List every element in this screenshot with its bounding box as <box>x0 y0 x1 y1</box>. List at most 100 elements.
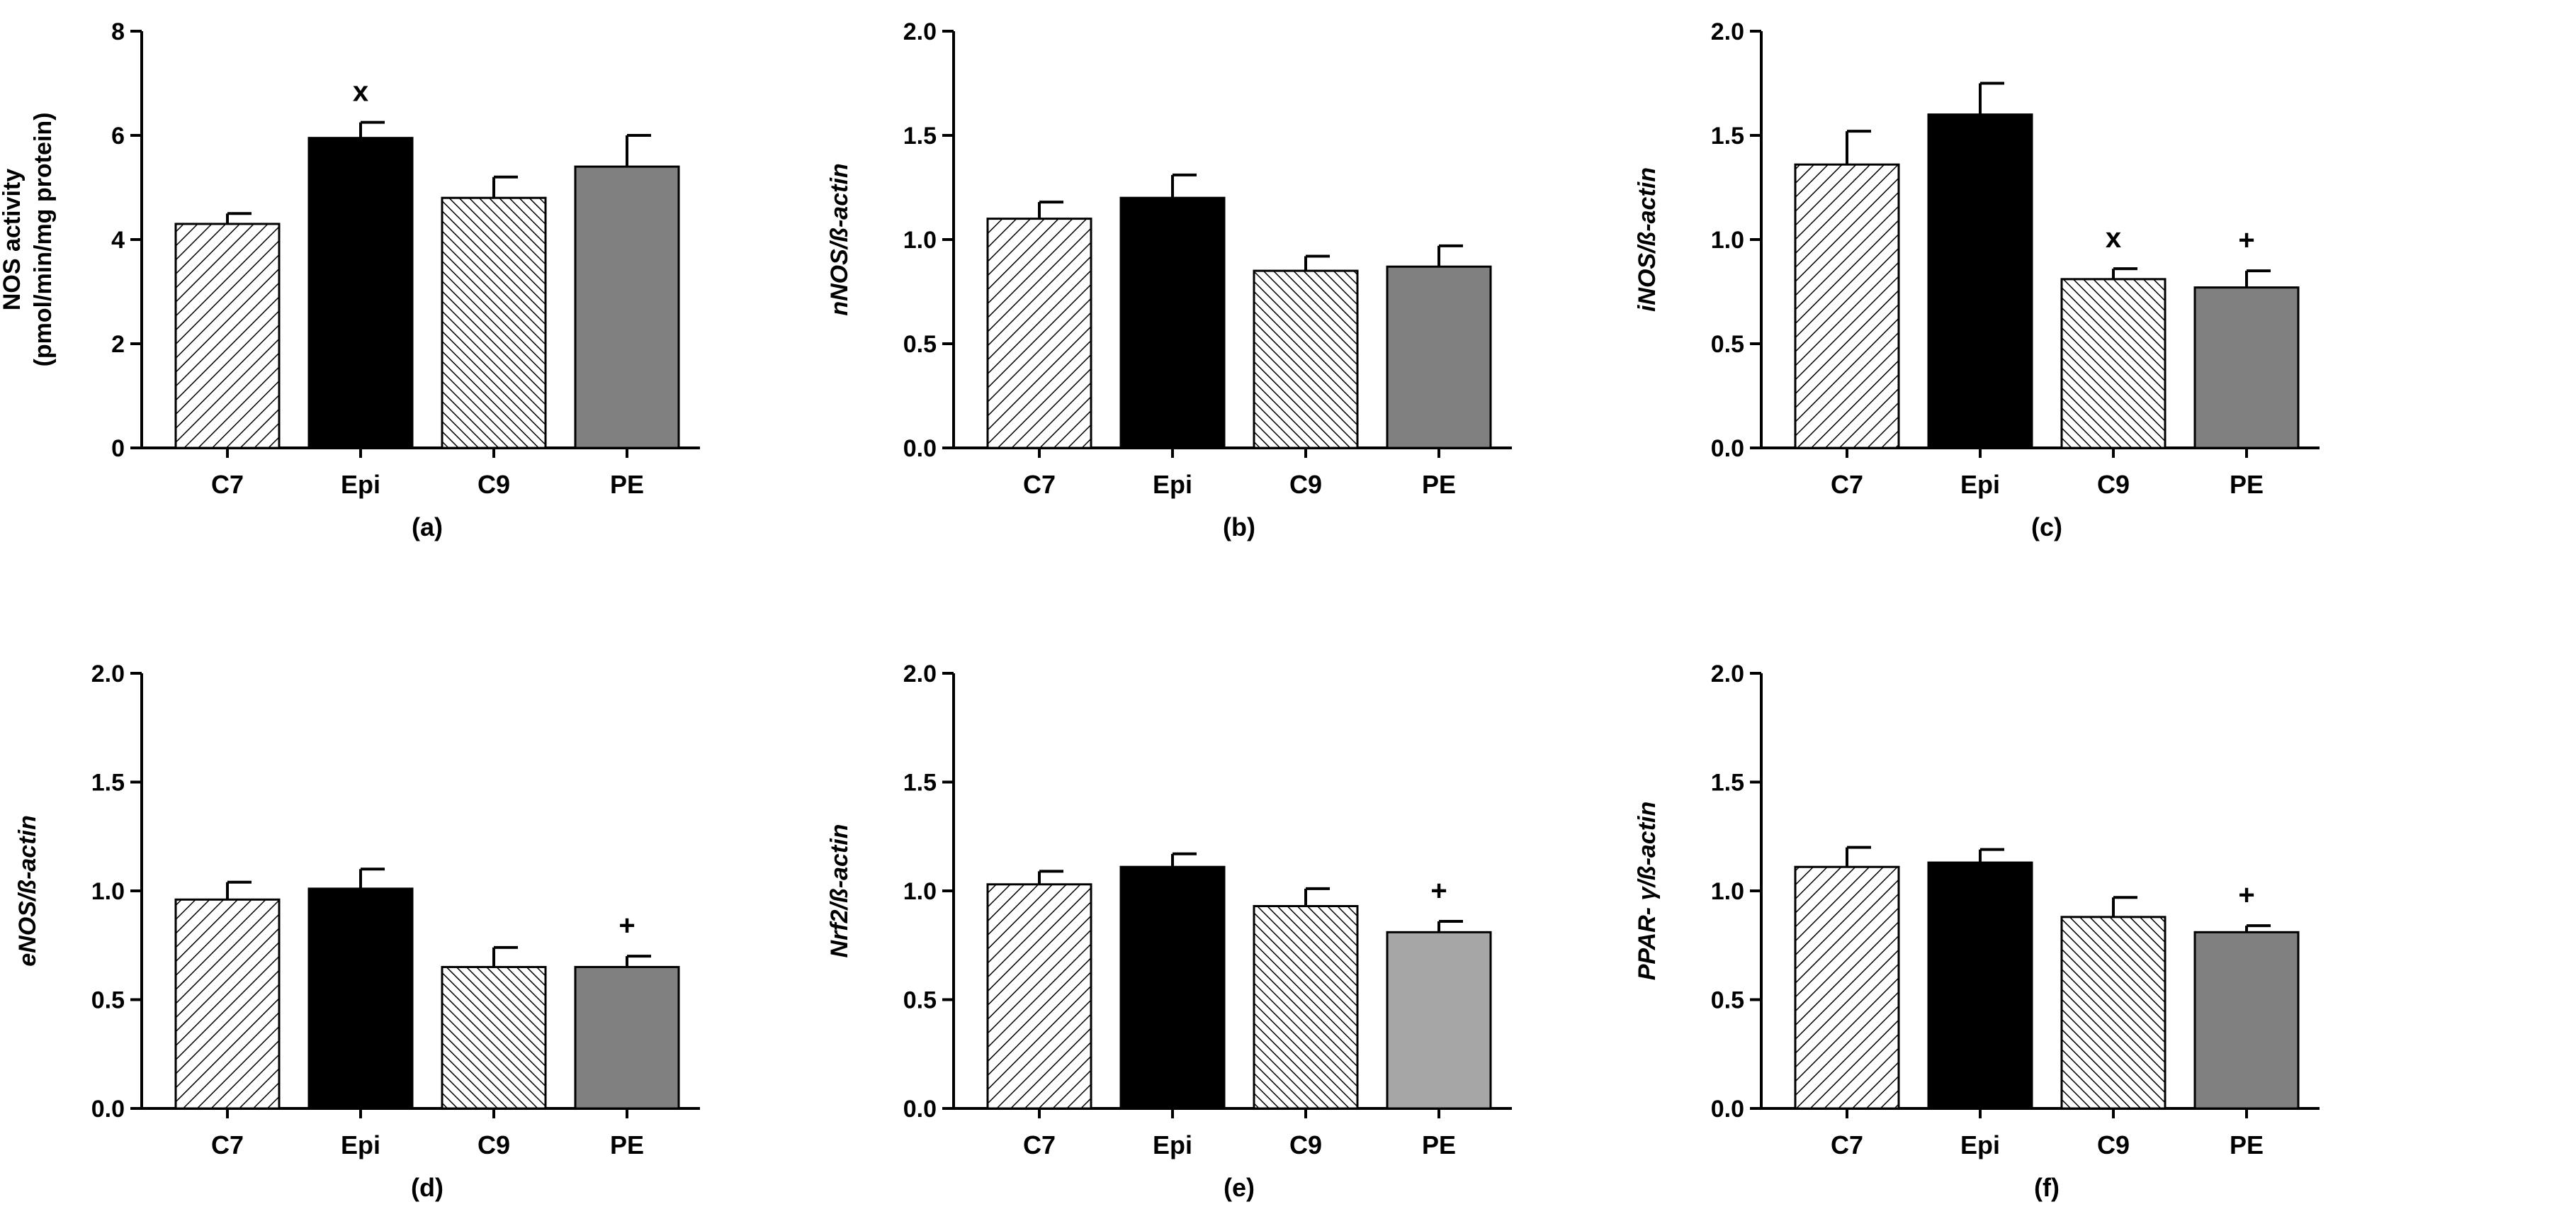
category-label-c9: C9 <box>478 1130 510 1159</box>
y-axis-label: nNOS/ß-actin <box>826 163 853 315</box>
y-axis-label: (pmol/min/mg protein) <box>30 113 57 367</box>
category-label-epi: Epi <box>341 1130 380 1159</box>
category-label-c9: C9 <box>2097 1130 2130 1159</box>
y-tick-label: 0.0 <box>903 1096 937 1123</box>
category-label-pe: PE <box>1422 470 1456 499</box>
category-label-pe: PE <box>610 470 644 499</box>
y-tick-label: 1.0 <box>1711 878 1744 905</box>
category-label-epi: Epi <box>1153 470 1192 499</box>
category-label-epi: Epi <box>1960 1130 2000 1159</box>
bar-c9 <box>1253 269 1359 449</box>
category-label-pe: PE <box>2230 470 2264 499</box>
bar-epi <box>1119 196 1226 449</box>
y-tick-label: 1.5 <box>903 123 937 150</box>
bar-pe <box>574 165 680 449</box>
y-tick-label: 0.5 <box>1711 331 1744 358</box>
y-tick-label: 2.0 <box>903 661 937 687</box>
category-label-c9: C9 <box>1289 1130 1322 1159</box>
panel-label: (d) <box>411 1173 444 1202</box>
panel-label: (a) <box>412 512 443 541</box>
y-tick-label: 0.0 <box>1711 1096 1744 1123</box>
category-label-pe: PE <box>610 1130 644 1159</box>
category-label-c7: C7 <box>1831 1130 1863 1159</box>
bar-c9 <box>441 965 547 1110</box>
y-tick-label: 8 <box>111 18 125 45</box>
bar-epi <box>307 137 414 449</box>
chart-panel-3: 0.0 0.5 1.0 1.5 2.0 C7 Epi C9 + PE (d) eNOS/ß-actin <box>14 661 700 1202</box>
bar-c7 <box>986 883 1092 1110</box>
panel-label: (c) <box>2031 512 2062 541</box>
bar-epi <box>1927 113 2033 449</box>
chart-panel-2: 0.0 0.5 1.0 1.5 2.0 C7 Epi x C9 + PE (c) iNOS/ß-acti… <box>1634 18 2320 541</box>
y-tick-label: 0.5 <box>903 987 937 1014</box>
category-label-c7: C7 <box>1831 470 1863 499</box>
bar-pe <box>1386 265 1492 449</box>
annotation-c9: x <box>2106 223 2121 254</box>
y-tick-label: 1.5 <box>903 770 937 797</box>
panel-label: (e) <box>1224 1173 1255 1202</box>
bar-c7 <box>1794 163 1900 449</box>
y-tick-label: 1.5 <box>1711 770 1744 797</box>
category-label-c7: C7 <box>211 470 244 499</box>
bar-epi <box>1119 865 1226 1110</box>
bar-c7 <box>174 898 281 1110</box>
bar-c7 <box>986 218 1092 449</box>
y-tick-label: 2 <box>111 331 125 358</box>
category-label-pe: PE <box>2230 1130 2264 1159</box>
bar-c7 <box>174 223 281 449</box>
y-axis-label: NOS activity <box>0 169 26 310</box>
chart-panel-5: 0.0 0.5 1.0 1.5 2.0 C7 Epi C9 + PE (f) PPAR- γ/ß-ac… <box>1634 661 2320 1202</box>
bar-pe <box>574 965 680 1110</box>
category-label-c7: C7 <box>1023 1130 1056 1159</box>
y-tick-label: 1.0 <box>91 878 125 905</box>
chart-panel-1: 0.0 0.5 1.0 1.5 2.0 C7 Epi C9 PE (b) nNOS/ß-actin <box>826 18 1512 541</box>
y-axis-label: eNOS/ß-actin <box>14 815 41 966</box>
category-label-c9: C9 <box>2097 470 2130 499</box>
chart-panel-4: 0.0 0.5 1.0 1.5 2.0 C7 Epi C9 + PE (e) Nrf2/ß-actin <box>826 661 1512 1202</box>
y-tick-label: 2.0 <box>1711 661 1744 687</box>
y-tick-label: 4 <box>111 227 125 254</box>
category-label-c9: C9 <box>478 470 510 499</box>
y-axis-label: Nrf2/ß-actin <box>826 824 853 958</box>
annotation-epi: x <box>353 77 368 108</box>
y-tick-label: 0.0 <box>1711 435 1744 462</box>
y-tick-label: 1.5 <box>91 770 125 797</box>
bar-c7 <box>1794 865 1900 1110</box>
category-label-epi: Epi <box>1960 470 2000 499</box>
y-axis-label: PPAR- γ/ß-actin <box>1634 802 1661 981</box>
y-tick-label: 2.0 <box>1711 18 1744 45</box>
y-tick-label: 1.0 <box>903 227 937 254</box>
y-tick-label: 2.0 <box>903 18 937 45</box>
y-tick-label: 6 <box>111 123 125 150</box>
bar-epi <box>307 887 414 1110</box>
panel-label: (b) <box>1223 512 1255 541</box>
category-label-epi: Epi <box>1153 1130 1192 1159</box>
y-tick-label: 1.5 <box>1711 123 1744 150</box>
y-tick-label: 1.0 <box>1711 227 1744 254</box>
annotation-pe: + <box>1430 875 1447 906</box>
y-tick-label: 0.5 <box>1711 987 1744 1014</box>
category-label-c9: C9 <box>1289 470 1322 499</box>
annotation-pe: + <box>618 910 635 941</box>
bar-epi <box>1927 861 2033 1110</box>
bar-c9 <box>1253 904 1359 1110</box>
y-tick-label: 0.0 <box>91 1096 125 1123</box>
category-label-c7: C7 <box>1023 470 1056 499</box>
panel-label: (f) <box>2034 1173 2060 1202</box>
annotation-pe: + <box>2238 880 2254 911</box>
category-label-c7: C7 <box>211 1130 244 1159</box>
bar-pe <box>2193 286 2300 449</box>
y-tick-label: 0.5 <box>91 987 125 1014</box>
category-label-pe: PE <box>1422 1130 1456 1159</box>
y-tick-label: 0.0 <box>903 435 937 462</box>
category-label-epi: Epi <box>341 470 380 499</box>
y-axis-label: iNOS/ß-actin <box>1634 167 1661 312</box>
bar-pe <box>2193 931 2300 1110</box>
bar-c9 <box>441 196 547 449</box>
y-tick-label: 0 <box>111 435 125 462</box>
bar-c9 <box>2060 278 2167 449</box>
annotation-pe: + <box>2238 225 2254 256</box>
y-tick-label: 0.5 <box>903 331 937 358</box>
y-tick-label: 2.0 <box>91 661 125 687</box>
